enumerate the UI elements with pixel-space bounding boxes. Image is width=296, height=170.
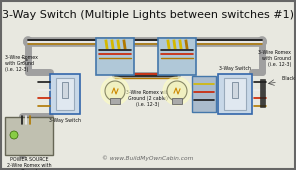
FancyBboxPatch shape [62, 82, 68, 98]
Text: POWER SOURCE
2-Wire Romex with
Ground
(i.e. 12-2): POWER SOURCE 2-Wire Romex with Ground (i… [7, 157, 51, 170]
Circle shape [101, 77, 129, 105]
FancyBboxPatch shape [50, 74, 80, 114]
FancyBboxPatch shape [56, 78, 74, 110]
FancyBboxPatch shape [96, 38, 134, 75]
FancyBboxPatch shape [232, 82, 238, 98]
Text: 3-Wire Romex with
Ground (2 cable)
(i.e. 12-3): 3-Wire Romex with Ground (2 cable) (i.e.… [126, 90, 170, 107]
FancyBboxPatch shape [218, 74, 252, 114]
Circle shape [10, 131, 18, 139]
Circle shape [163, 77, 191, 105]
FancyBboxPatch shape [192, 76, 216, 112]
Text: 3-Way Switch: 3-Way Switch [49, 118, 81, 123]
Circle shape [167, 81, 187, 101]
Text: 3-Wire Romex
with Ground
(i.e. 12-3): 3-Wire Romex with Ground (i.e. 12-3) [258, 50, 291, 67]
FancyBboxPatch shape [5, 117, 53, 155]
Text: 3-Way Switch (Multiple Lights between switches #1): 3-Way Switch (Multiple Lights between sw… [2, 10, 294, 20]
FancyBboxPatch shape [224, 78, 246, 110]
FancyBboxPatch shape [110, 98, 120, 104]
FancyBboxPatch shape [172, 98, 182, 104]
FancyBboxPatch shape [158, 38, 196, 75]
Text: 3-Wire Romex
with Ground
(i.e. 12-3): 3-Wire Romex with Ground (i.e. 12-3) [5, 55, 38, 72]
Circle shape [105, 81, 125, 101]
Text: 3-Way Switch: 3-Way Switch [219, 66, 251, 71]
Text: © www.BuildMyOwnCabin.com: © www.BuildMyOwnCabin.com [102, 155, 194, 161]
Text: Black Tape: Black Tape [282, 76, 296, 81]
FancyBboxPatch shape [260, 79, 265, 107]
